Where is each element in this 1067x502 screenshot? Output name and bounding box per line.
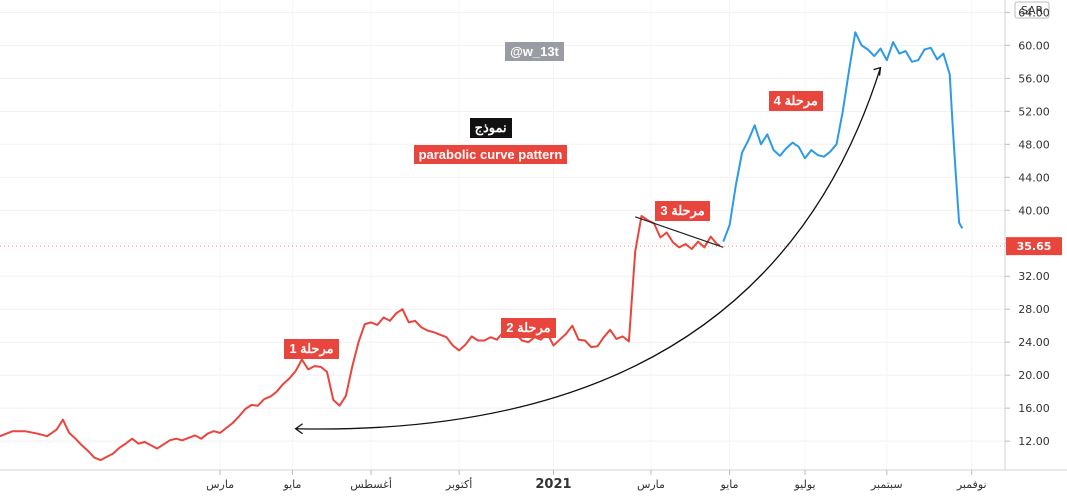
- x-tick-label: نوفمبر: [956, 478, 987, 491]
- curve-arrowhead-end: [873, 66, 882, 76]
- series-layer: [0, 31, 964, 462]
- x-tick-label: 2021: [535, 477, 571, 492]
- overlay-layer: [0, 66, 1005, 435]
- parabolic-curve[interactable]: [295, 67, 882, 430]
- x-tick-label: يوليو: [793, 478, 815, 491]
- x-tick-label: أغسطس: [350, 477, 392, 491]
- stage-label-4[interactable]: مرحلة 4: [768, 91, 823, 112]
- currency-badge[interactable]: [1014, 1, 1050, 19]
- x-tick-label: مارس: [206, 478, 234, 491]
- triangle-trendline[interactable]: [635, 216, 724, 248]
- y-tick-label: 20.00: [1018, 369, 1050, 382]
- y-tick-label: 64.00: [1018, 6, 1050, 19]
- y-tick-label: 40.00: [1018, 204, 1050, 217]
- grid-layer: [0, 0, 1005, 470]
- stage-label-2[interactable]: مرحلة 2: [501, 318, 556, 339]
- y-tick-label: 48.00: [1018, 138, 1050, 151]
- y-tick-label: 16.00: [1018, 402, 1050, 415]
- last-price-label: 35.65: [1017, 240, 1052, 253]
- curve-arrowhead-start: [294, 423, 303, 435]
- stage-label-3[interactable]: مرحلة 3: [655, 201, 710, 222]
- y-tick-label: 44.00: [1018, 171, 1050, 184]
- last-price-tag[interactable]: [1006, 237, 1062, 256]
- y-tick-label: 28.00: [1018, 303, 1050, 316]
- y-tick-label: 12.00: [1018, 435, 1050, 448]
- annotation-watermark[interactable]: @w_13t: [505, 41, 564, 61]
- annotation-title[interactable]: parabolic curve pattern: [413, 144, 568, 164]
- series-line[interactable]: [722, 31, 964, 242]
- y-tick-label: 24.00: [1018, 336, 1050, 349]
- x-tick-label: مارس: [637, 478, 665, 491]
- x-tick-label: مايو: [282, 478, 301, 491]
- stage-label-1[interactable]: مرحلة 1: [284, 338, 339, 359]
- y-tick-label: 60.00: [1018, 39, 1050, 52]
- currency-label: SAR: [1021, 4, 1044, 17]
- annotation-pattern[interactable]: نموذج: [469, 117, 512, 138]
- y-tick-label: 32.00: [1018, 270, 1050, 283]
- y-tick-label: 56.00: [1018, 72, 1050, 85]
- y-tick-label: 52.00: [1018, 105, 1050, 118]
- x-tick-label: أكتوبر: [445, 477, 472, 491]
- x-tick-label: سبتمبر: [870, 478, 903, 491]
- series-line[interactable]: [0, 215, 721, 462]
- x-tick-label: مايو: [720, 478, 739, 491]
